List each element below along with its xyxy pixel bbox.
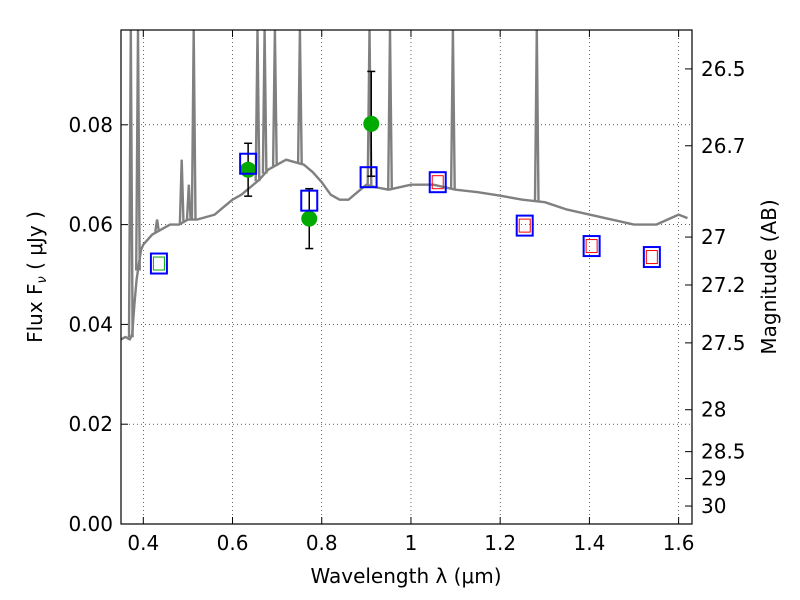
x-tick-label: 1.2	[484, 531, 516, 555]
model-square	[642, 246, 661, 269]
model-square	[428, 171, 447, 194]
y2-tick-label: 28.5	[701, 440, 746, 464]
emission-line	[449, 30, 456, 190]
model-square-inner	[518, 218, 531, 233]
photometry-points	[149, 70, 661, 275]
x-tick-label: 1.6	[663, 531, 695, 555]
y2-tick-label: 27.5	[701, 331, 746, 355]
model-square	[515, 214, 534, 237]
y-axis-label-unit: ( μJy )	[23, 211, 47, 276]
model-square-inner	[152, 256, 165, 271]
x-tick-label: 1.4	[573, 531, 605, 555]
data-point	[301, 210, 318, 227]
y-tick-label: 0.04	[68, 312, 113, 336]
y-axis-label-main: Flux F	[23, 283, 47, 342]
model-square	[149, 252, 168, 275]
emission-line	[127, 30, 134, 338]
emission-line	[185, 184, 192, 220]
y-axis-label-subscript: ν	[35, 276, 50, 283]
model-square	[582, 235, 601, 258]
model-square-inner	[431, 175, 444, 190]
y-axis-label: Flux Fν ( μJy )	[23, 211, 50, 343]
y2-tick-label: 30	[701, 494, 726, 518]
spectrum-line	[121, 158, 688, 341]
emission-line	[271, 30, 278, 167]
data-point	[363, 115, 380, 132]
y2-tick-label: 26.7	[701, 134, 746, 158]
plot-frame	[120, 29, 693, 525]
x-tick-label: 0.6	[217, 531, 249, 555]
emission-line	[261, 30, 268, 174]
y2-tick-label: 27	[701, 225, 726, 249]
axis-ticks: 0.4 0.6 0.8 1 1.2 1.4 1.6 0.00 0.02 0.04 0.06 0.08 2…	[68, 30, 746, 555]
data-point	[240, 161, 257, 178]
model-spectrum	[121, 30, 688, 341]
model-square-inner	[645, 250, 658, 265]
emission-line	[533, 30, 540, 202]
x-tick-label: 1	[405, 531, 418, 555]
model-square	[359, 166, 378, 189]
y2-tick-label: 27.2	[701, 273, 746, 297]
emission-line	[387, 30, 393, 190]
y-tick-label: 0.00	[68, 512, 113, 536]
y-tick-label: 0.08	[68, 113, 113, 137]
emission-line	[190, 30, 197, 220]
x-tick-label: 0.4	[127, 531, 159, 555]
model-square-inner	[585, 239, 598, 254]
emission-line	[154, 219, 161, 232]
model-square	[239, 152, 258, 175]
grid	[121, 30, 692, 525]
y2-tick-label: 29	[701, 467, 726, 491]
emission-line	[178, 159, 185, 224]
y-tick-label: 0.06	[68, 213, 113, 237]
model-square	[300, 189, 319, 212]
emission-line	[296, 30, 303, 164]
x-axis-label: Wavelength λ (μm)	[310, 564, 501, 588]
x-tick-label: 0.8	[306, 531, 338, 555]
y2-axis-label: Magnitude (AB)	[757, 199, 781, 354]
y2-tick-label: 28	[701, 398, 726, 422]
y-tick-label: 0.02	[68, 412, 113, 436]
emission-line	[135, 30, 141, 271]
emission-line	[254, 30, 261, 182]
y2-tick-label: 26.5	[701, 57, 746, 81]
